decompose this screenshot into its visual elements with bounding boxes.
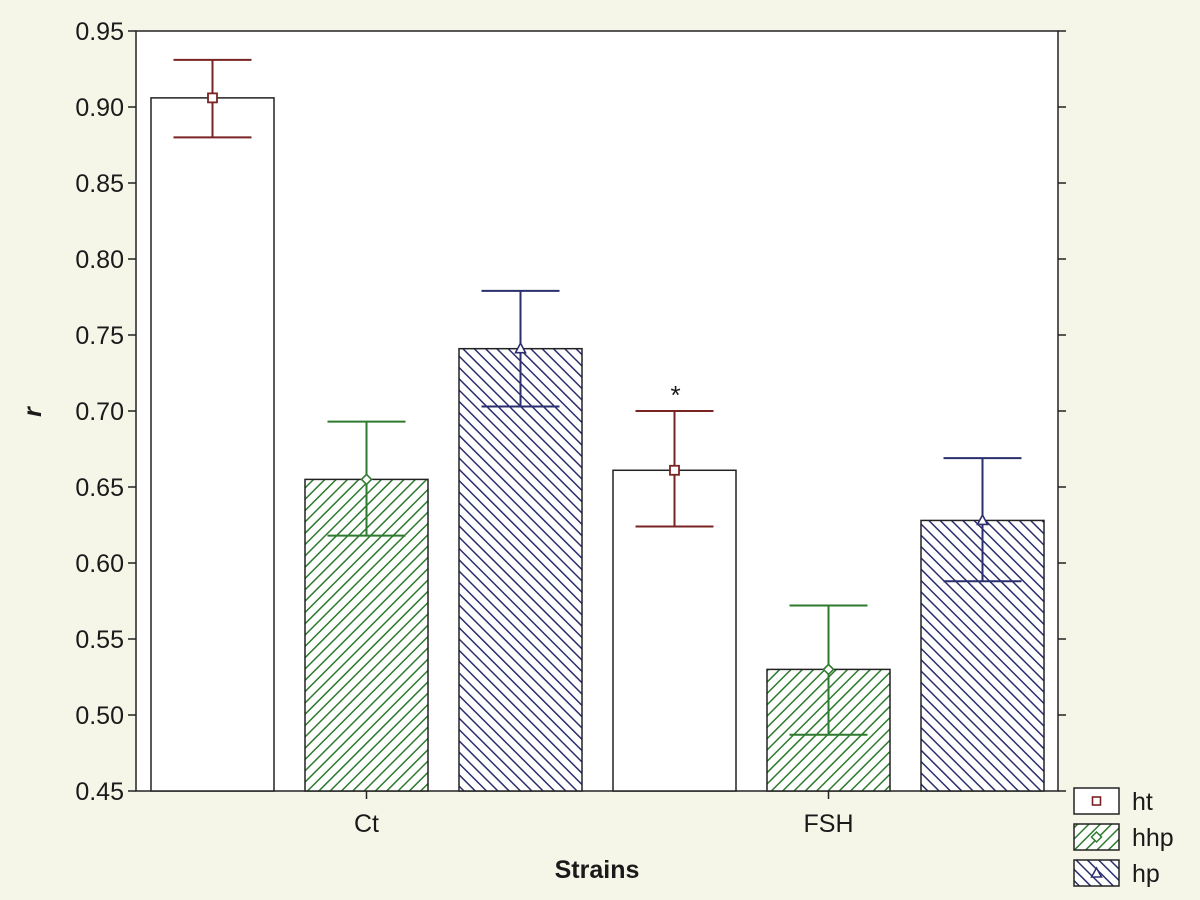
y-tick-label: 0.75 [75,322,124,350]
y-tick-label: 0.80 [75,246,124,274]
marker-hhp-FSH [822,663,835,676]
y-tick-label: 0.95 [75,18,124,46]
y-tick-label: 0.45 [75,778,124,806]
y-tick-label: 0.85 [75,170,124,198]
marker-hp-FSH [976,513,989,526]
y-tick-label: 0.60 [75,550,124,578]
legend-label-hp: hp [1132,860,1160,888]
x-axis-title: Strains [555,856,640,884]
y-tick-label: 0.50 [75,702,124,730]
y-tick-label: 0.70 [75,398,124,426]
y-tick-label: 0.90 [75,94,124,122]
significance-marker: * [670,380,680,410]
marker-hp-Ct [514,341,527,354]
bar-hp-Ct [458,347,583,792]
legend-label-ht: ht [1132,788,1153,816]
x-axis: Ct FSH [354,791,854,838]
legend-label-hhp: hhp [1132,824,1174,852]
error-bars-group [173,58,1022,736]
x-tick-label: FSH [804,810,854,838]
legend: ht hhp hp [1073,787,1174,888]
legend-marker-hp [1090,866,1103,878]
marker-hhp-Ct [360,473,373,486]
legend-marker-hhp [1090,830,1103,844]
bar-ht-Ct [150,97,275,792]
marker-ht-Ct [207,92,218,104]
y-axis-title: r [19,406,47,417]
x-tick-label: Ct [354,810,379,838]
plot-area [135,30,1059,792]
y-tick-label: 0.55 [75,626,124,654]
marker-ht-FSH [669,464,680,476]
annotations-group: * [670,380,680,410]
y-tick-label: 0.65 [75,474,124,502]
y-axis: 0.45 0.50 0.55 0.60 0.65 0.70 0.75 0.80 0.85 0.90… [75,18,1066,806]
plot-frame [135,30,1059,792]
legend-marker-ht [1091,796,1102,806]
